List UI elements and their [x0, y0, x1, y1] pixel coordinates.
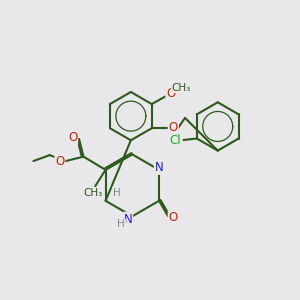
Text: O: O — [55, 155, 64, 168]
Text: H: H — [113, 188, 121, 197]
Text: O: O — [169, 211, 178, 224]
Text: N: N — [124, 213, 132, 226]
Text: CH₃: CH₃ — [83, 188, 103, 198]
Text: N: N — [155, 161, 164, 174]
Text: H: H — [117, 220, 125, 230]
Text: O: O — [169, 121, 178, 134]
Text: O: O — [166, 87, 176, 100]
Text: O: O — [68, 131, 77, 144]
Text: CH₃: CH₃ — [172, 82, 191, 93]
Text: Cl: Cl — [169, 134, 181, 147]
